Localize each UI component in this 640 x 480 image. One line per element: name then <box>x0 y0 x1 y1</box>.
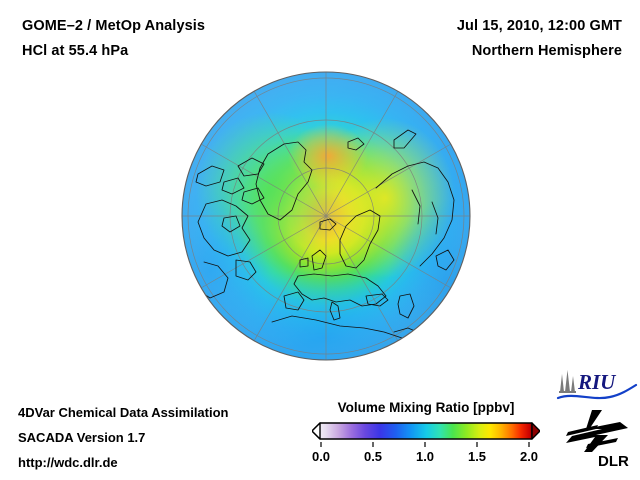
river-siberia-2 <box>431 201 439 235</box>
coastline-british-isles <box>311 249 327 271</box>
dlr-emblem-icon <box>566 410 628 452</box>
coastline-italy <box>329 301 341 321</box>
coastline-newfoundland <box>235 259 257 281</box>
dlr-wordmark: DLR <box>598 453 629 470</box>
orthographic-projection <box>181 71 471 361</box>
colorbar: Volume Mixing Ratio [ppbv] 0.0 0.5 1.0 <box>312 399 540 467</box>
colorbar-body <box>312 422 533 440</box>
coastline-hudson-bay <box>221 215 241 233</box>
coastline-arctic-islands-3 <box>241 187 265 205</box>
coastline-caspian-sea <box>397 293 415 319</box>
colorbar-extend-right <box>531 422 540 440</box>
graticule <box>182 72 470 360</box>
colorbar-title: Volume Mixing Ratio [ppbv] <box>337 400 515 415</box>
colorbar-tick-1: 0.5 <box>363 449 383 464</box>
coastline-scandinavia <box>339 209 381 269</box>
coastline-canada <box>197 199 251 257</box>
riu-swoosh-icon <box>556 383 638 400</box>
species-level-label: HCl at 55.4 hPa <box>22 43 129 59</box>
colorbar-tick-2: 1.0 <box>415 449 435 464</box>
coastline-alaska <box>195 165 225 187</box>
colorbar-tick-4: 2.0 <box>519 449 539 464</box>
coastline-europe <box>293 273 387 307</box>
colorbar-tick-0: 0.0 <box>311 449 331 464</box>
region-label: Northern Hemisphere <box>471 43 622 59</box>
coastline-svalbard <box>347 137 365 151</box>
globe-limb <box>181 71 471 361</box>
riu-logo: RIU <box>556 370 638 400</box>
coastline-iberia <box>283 291 305 311</box>
coastline-arctic-islands-2 <box>221 177 245 195</box>
coastline-black-sea <box>365 293 389 307</box>
globe-map <box>180 70 472 362</box>
version-label: SACADA Version 1.7 <box>18 430 146 445</box>
riu-wordmark: RIU <box>577 370 617 394</box>
colorbar-tickmarks <box>320 442 530 447</box>
coastline-arctic-islands-1 <box>237 157 265 177</box>
riu-spikes-icon <box>559 370 576 393</box>
colorbar-tick-3: 1.5 <box>467 449 487 464</box>
dlr-logo: DLR <box>566 410 629 470</box>
coastline-ireland <box>299 257 309 268</box>
footer-text: 4DVar Chemical Data Assimilation SACADA … <box>18 400 229 475</box>
coastline-siberia <box>375 161 455 267</box>
header-left: GOME–2 / MetOp Analysis HCl at 55.4 hPa <box>22 14 205 64</box>
colorbar-gradient <box>312 422 540 440</box>
assimilation-label: 4DVar Chemical Data Assimilation <box>18 405 229 420</box>
datetime-label: Jul 15, 2010, 12:00 GMT <box>456 18 622 34</box>
analysis-title: GOME–2 / MetOp Analysis <box>22 18 206 34</box>
river-siberia-1 <box>411 189 421 225</box>
colorbar-extend-left <box>312 422 321 440</box>
coastline-kamchatka <box>435 249 455 271</box>
coastline-iceland <box>319 218 337 231</box>
coastline-north-america-east <box>197 261 229 299</box>
coastline-novaya-zemlya <box>393 129 417 149</box>
header-right: Jul 15, 2010, 12:00 GMT Northern Hemisph… <box>457 14 622 64</box>
url-label[interactable]: http://wdc.dlr.de <box>18 455 118 470</box>
colorbar-tick-labels: 0.0 0.5 1.0 1.5 2.0 <box>312 449 540 467</box>
coastline-greenland <box>255 141 313 221</box>
